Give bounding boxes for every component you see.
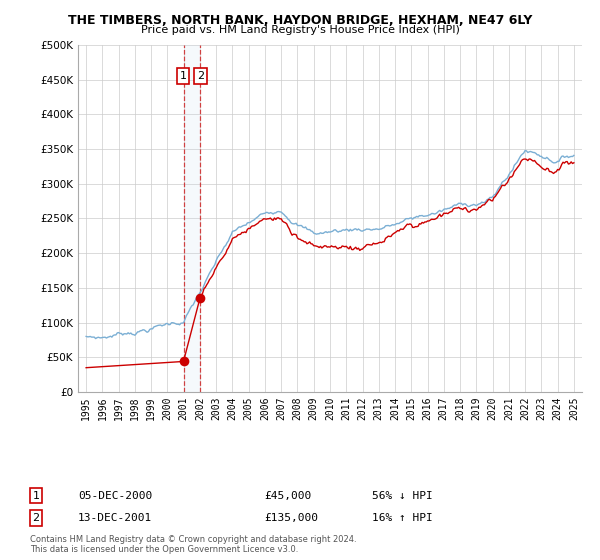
Text: 2: 2 [197, 71, 205, 81]
Text: £45,000: £45,000 [264, 491, 311, 501]
Text: £135,000: £135,000 [264, 513, 318, 523]
Bar [184, 45, 200, 392]
Text: 16% ↑ HPI: 16% ↑ HPI [372, 513, 433, 523]
Text: 13-DEC-2001: 13-DEC-2001 [78, 513, 152, 523]
Text: 2: 2 [32, 513, 40, 523]
Text: 56% ↓ HPI: 56% ↓ HPI [372, 491, 433, 501]
Text: Price paid vs. HM Land Registry's House Price Index (HPI): Price paid vs. HM Land Registry's House … [140, 25, 460, 35]
Text: 1: 1 [32, 491, 40, 501]
Text: 1: 1 [179, 71, 187, 81]
Text: THE TIMBERS, NORTH BANK, HAYDON BRIDGE, HEXHAM, NE47 6LY: THE TIMBERS, NORTH BANK, HAYDON BRIDGE, … [68, 14, 532, 27]
Text: Contains HM Land Registry data © Crown copyright and database right 2024.
This d: Contains HM Land Registry data © Crown c… [30, 535, 356, 554]
Text: 05-DEC-2000: 05-DEC-2000 [78, 491, 152, 501]
